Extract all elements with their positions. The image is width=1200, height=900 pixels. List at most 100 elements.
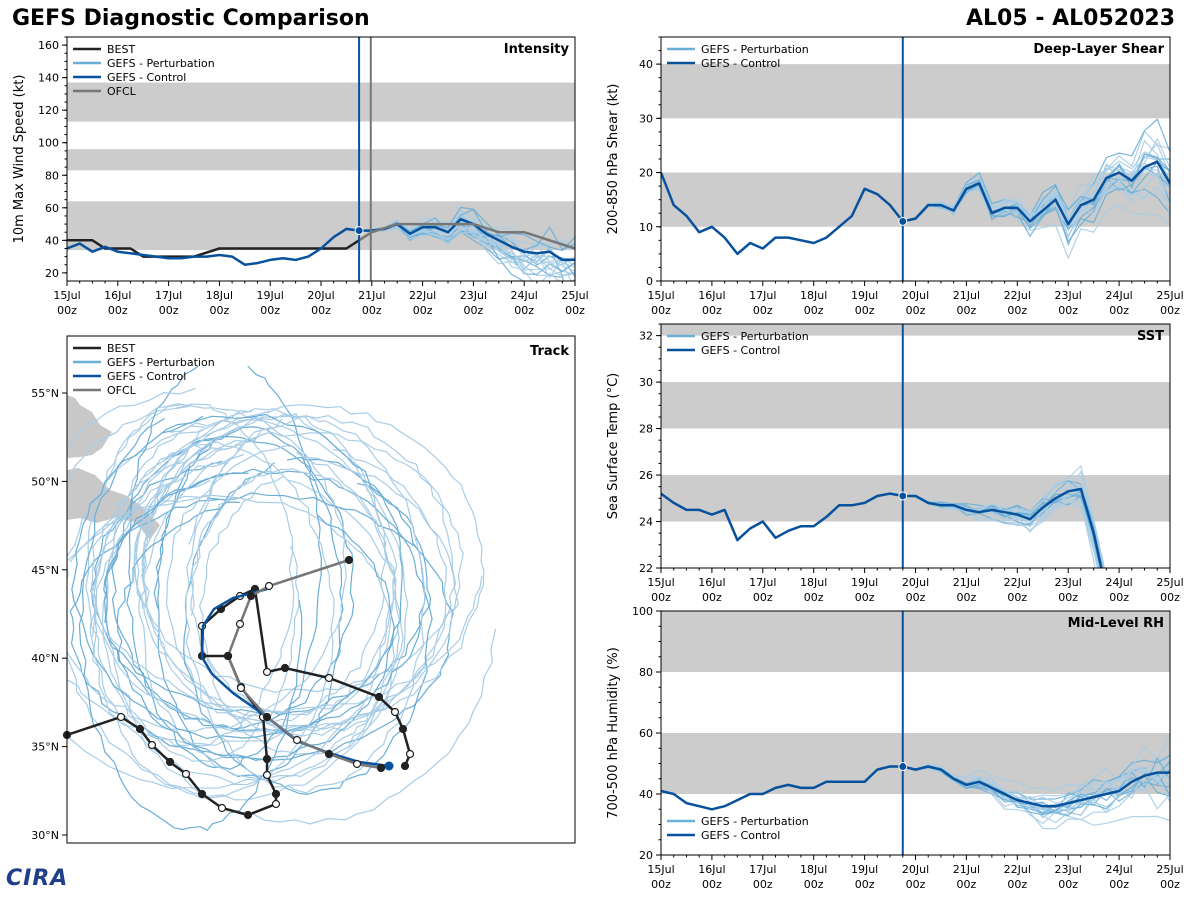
y-tick-label: 28 bbox=[639, 423, 653, 436]
y-tick-label: 24 bbox=[639, 516, 653, 529]
best-track-point bbox=[280, 663, 290, 673]
legend-label: GEFS - Perturbation bbox=[701, 330, 809, 343]
x-tick-label-date: 23Jul bbox=[1055, 863, 1082, 876]
x-tick-label-date: 25Jul bbox=[1156, 576, 1183, 589]
x-tick-label-hour: 00z bbox=[651, 304, 671, 317]
x-tick-label-hour: 00z bbox=[514, 304, 534, 317]
x-tick-label-hour: 00z bbox=[957, 878, 977, 891]
ofcl-track-point bbox=[376, 763, 386, 773]
threshold-band bbox=[661, 475, 1170, 522]
x-tick-label-hour: 00z bbox=[159, 304, 179, 317]
x-tick-label-hour: 00z bbox=[651, 878, 671, 891]
y-tick-label: 10 bbox=[639, 221, 653, 234]
x-tick-label-hour: 00z bbox=[906, 591, 926, 604]
threshold-band bbox=[67, 149, 575, 171]
gefs-control-line bbox=[661, 487, 1103, 568]
panel-title: Intensity bbox=[504, 42, 570, 57]
x-tick-label-date: 17Jul bbox=[749, 863, 776, 876]
perturbation-track bbox=[90, 460, 432, 716]
x-tick-label-hour: 00z bbox=[1007, 591, 1027, 604]
x-tick-label-date: 24Jul bbox=[1105, 863, 1132, 876]
y-tick-label: 120 bbox=[38, 104, 59, 117]
ofcl-track-point bbox=[262, 712, 272, 722]
x-tick-label-hour: 00z bbox=[702, 878, 722, 891]
x-tick-label-hour: 00z bbox=[906, 878, 926, 891]
threshold-band bbox=[661, 733, 1170, 794]
x-tick-label-date: 20Jul bbox=[902, 576, 929, 589]
init-marker bbox=[898, 491, 908, 501]
x-tick-label-date: 18Jul bbox=[800, 863, 827, 876]
best-track-point bbox=[181, 769, 191, 779]
y-tick-label: 20 bbox=[45, 267, 59, 280]
legend-label: GEFS - Perturbation bbox=[107, 57, 215, 70]
y-tick-label: 40 bbox=[639, 788, 653, 801]
best-track-point bbox=[374, 692, 384, 702]
x-tick-label-hour: 00z bbox=[565, 304, 585, 317]
best-track-point bbox=[197, 789, 207, 799]
y-axis-label: 700-500 hPa Humidity (%) bbox=[606, 647, 621, 819]
x-tick-label-hour: 00z bbox=[260, 304, 280, 317]
y-tick-label: 140 bbox=[38, 72, 59, 85]
sst-panel: 22 24 26 28 30 32 15Jul 00z 16Jul 00z 17Jul 00z 18Ju… bbox=[606, 323, 1184, 604]
ofcl-track-point bbox=[223, 651, 233, 661]
best-track-point bbox=[147, 740, 157, 750]
y-tick-label: 160 bbox=[38, 39, 59, 52]
perturbation-track bbox=[183, 456, 433, 796]
y-tick-label: 80 bbox=[45, 169, 59, 182]
threshold-band bbox=[67, 82, 575, 122]
x-tick-label-date: 20Jul bbox=[307, 289, 334, 302]
legend-label: BEST bbox=[107, 43, 135, 56]
x-tick-label-date: 20Jul bbox=[902, 289, 929, 302]
x-tick-label-date: 22Jul bbox=[409, 289, 436, 302]
perturbation-track bbox=[133, 431, 464, 694]
perturbation-track bbox=[69, 492, 454, 761]
perturbation-track bbox=[67, 494, 390, 747]
y-tick-label: 32 bbox=[639, 330, 653, 343]
x-tick-label-date: 17Jul bbox=[155, 289, 182, 302]
best-track-point bbox=[400, 761, 410, 771]
perturbation-track bbox=[116, 501, 395, 762]
x-tick-label-date: 19Jul bbox=[851, 863, 878, 876]
y-tick-label: 20 bbox=[639, 167, 653, 180]
x-tick-label-date: 23Jul bbox=[1055, 576, 1082, 589]
x-tick-label-hour: 00z bbox=[362, 304, 382, 317]
perturbation-track bbox=[89, 479, 404, 785]
x-tick-label-date: 21Jul bbox=[953, 576, 980, 589]
x-tick-label-hour: 00z bbox=[1007, 304, 1027, 317]
legend-label: GEFS - Control bbox=[701, 344, 780, 357]
perturbation-track bbox=[101, 410, 497, 825]
legend-label: GEFS - Control bbox=[701, 829, 780, 842]
x-tick-label-hour: 00z bbox=[108, 304, 128, 317]
best-track-point bbox=[324, 673, 334, 683]
legend-label: OFCL bbox=[107, 85, 137, 98]
x-tick-label-date: 16Jul bbox=[698, 289, 725, 302]
x-tick-label-hour: 00z bbox=[1058, 878, 1078, 891]
x-tick-label-date: 25Jul bbox=[1156, 863, 1183, 876]
perturbation-track bbox=[141, 407, 387, 724]
y-tick-label: 20 bbox=[639, 849, 653, 862]
y-tick-label: 0 bbox=[646, 275, 653, 288]
y-tick-label: 55°N bbox=[31, 387, 59, 400]
x-tick-label-hour: 00z bbox=[906, 304, 926, 317]
y-tick-label: 50°N bbox=[31, 475, 59, 488]
ofcl-track-point bbox=[344, 555, 354, 565]
threshold-band bbox=[661, 611, 1170, 672]
y-tick-label: 30°N bbox=[31, 829, 59, 842]
y-tick-label: 80 bbox=[639, 666, 653, 679]
best-track-point bbox=[262, 770, 272, 780]
best-track-point bbox=[405, 749, 415, 759]
perturbation-track bbox=[105, 429, 300, 763]
legend-label: GEFS - Perturbation bbox=[107, 356, 215, 369]
best-track-point bbox=[271, 799, 281, 809]
x-tick-label-date: 16Jul bbox=[104, 289, 131, 302]
perturbation-track bbox=[67, 387, 398, 790]
best-track-point bbox=[243, 810, 253, 820]
x-tick-label-hour: 00z bbox=[957, 591, 977, 604]
ofcl-track-point bbox=[352, 759, 362, 769]
x-tick-label-hour: 00z bbox=[1160, 304, 1180, 317]
figure-title: GEFS Diagnostic Comparison bbox=[12, 6, 370, 31]
x-tick-label-hour: 00z bbox=[1109, 878, 1129, 891]
perturbation-track bbox=[78, 417, 303, 831]
x-tick-label-date: 18Jul bbox=[800, 289, 827, 302]
